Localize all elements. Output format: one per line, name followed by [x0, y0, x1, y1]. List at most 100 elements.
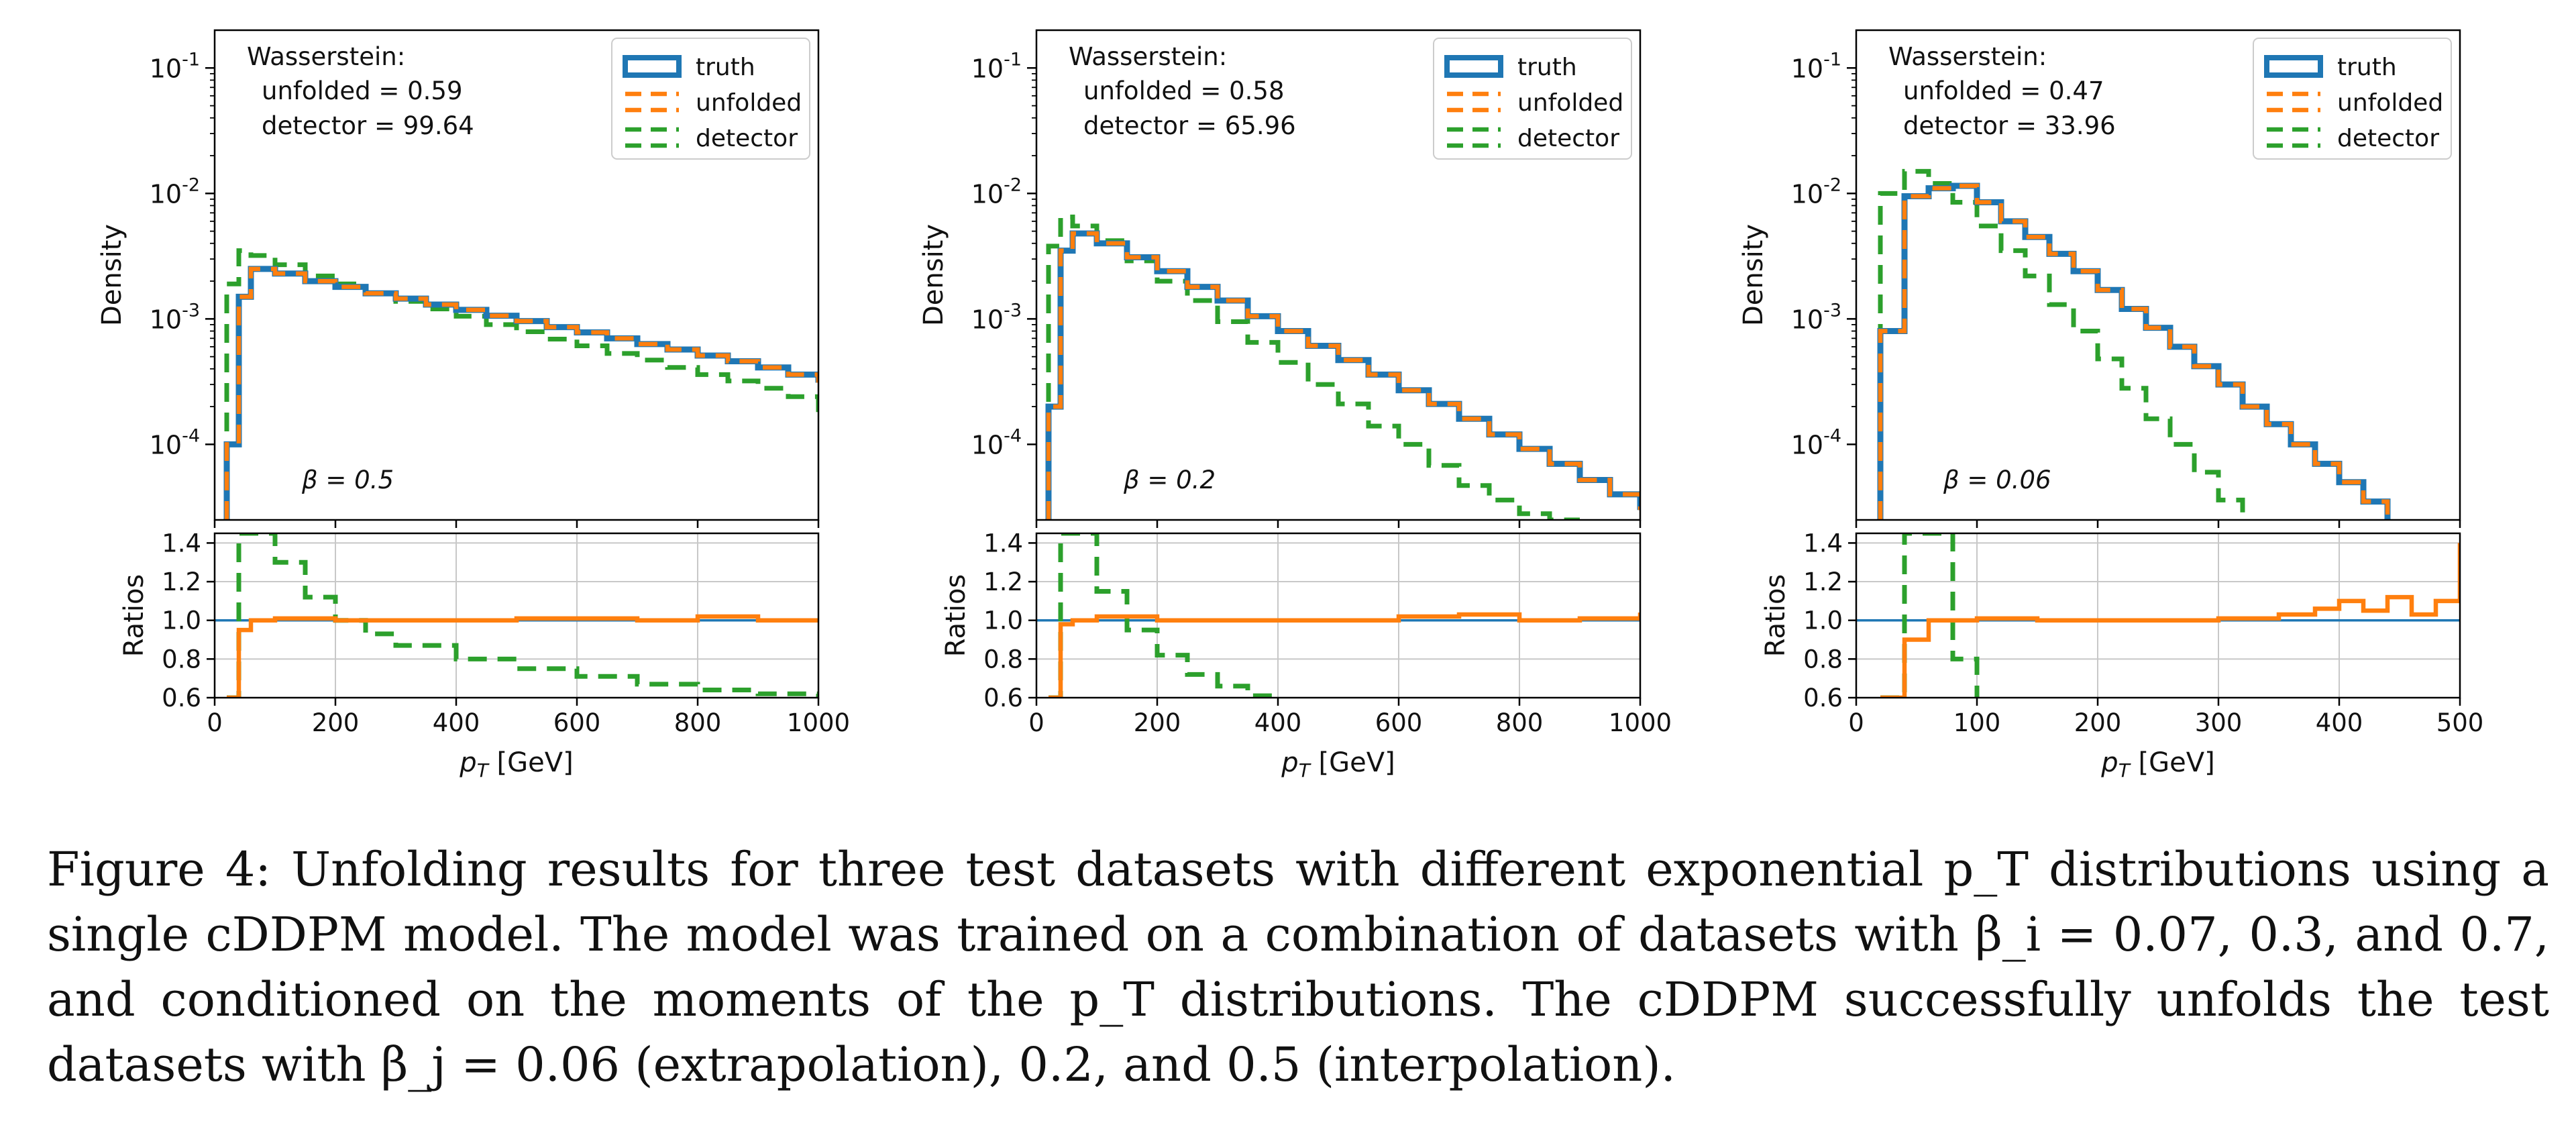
ratio-frame	[213, 532, 820, 699]
figure: 10-4 10-3 10-2 10-1 Density Wasserstein: unfol…	[97, 29, 2483, 782]
panel-right: 10-4 10-3 10-2 10-1 Density Wasserstein: unfol…	[1738, 29, 2483, 782]
x-tick-label: 200	[1134, 708, 1181, 737]
y-tick-label: 10-3	[971, 300, 1022, 334]
x-tick-label: 400	[1254, 708, 1302, 737]
histograms	[1877, 168, 2391, 520]
ratio-y-tick-label: 1.2	[162, 568, 201, 596]
ratio-curves	[1880, 533, 2460, 698]
plot-frame	[1035, 29, 1642, 521]
legend-swatch-truth	[623, 55, 682, 78]
ratio-plot: 0.6 0.8 1.0 1.2 1.4 0 200 400 600 800 1000 Ratios pT…	[941, 529, 1672, 782]
x-tick-label: 0	[1028, 708, 1044, 737]
x-tick-label: 200	[2074, 708, 2122, 737]
ratio-y-tick-label: 1.0	[162, 606, 201, 635]
wasserstein-title: Wasserstein:	[247, 42, 405, 71]
x-tick-label: 500	[2436, 708, 2484, 737]
legend-swatch-truth	[2264, 55, 2323, 78]
wasserstein-unfolded: unfolded = 0.59	[262, 76, 463, 105]
legend-label-unfolded: unfolded	[2337, 89, 2443, 117]
ratio-frame	[1855, 532, 2461, 699]
legend-label-truth: truth	[1517, 54, 1577, 81]
ratio-y-tick-label: 0.8	[162, 645, 201, 674]
ratio-y-tick-label: 1.0	[1803, 606, 1843, 635]
detector-histogram	[1878, 168, 2245, 520]
x-tick-label: 200	[312, 708, 360, 737]
y-axis-label: Density	[1738, 224, 1769, 326]
panel-left: 10-4 10-3 10-2 10-1 Density Wasserstein: unfol…	[97, 29, 850, 782]
plot-frame	[213, 29, 820, 521]
y-tick-label: 10-2	[971, 174, 1022, 209]
density-plot: 10-4 10-3 10-2 10-1 Density Wasserstein: unfol…	[97, 29, 820, 528]
wasserstein-detector: detector = 99.64	[262, 111, 474, 140]
y-tick-label: 10-1	[1791, 49, 1841, 83]
x-axis-label: pT [GeV]	[459, 747, 573, 782]
ratio-y-tick-label: 0.8	[983, 645, 1023, 674]
legend-label-truth: truth	[696, 54, 755, 81]
legend: truth unfolded detector	[611, 38, 810, 160]
legend: truth unfolded detector	[2253, 38, 2452, 160]
ratio-frame	[1035, 532, 1642, 699]
x-tick-label: 800	[1496, 708, 1544, 737]
unfolded-histogram	[1878, 183, 2390, 520]
x-tick-label: 1000	[787, 708, 850, 737]
ratio-plot: 0.6 0.8 1.0 1.2 1.4 0 100 200 300 400 500 Ratios pT …	[1760, 529, 2483, 782]
legend-label-detector: detector	[2337, 125, 2439, 152]
y-axis-label: Density	[918, 224, 949, 326]
detector-ratio	[227, 533, 818, 698]
beta-label: β = 0.2	[1123, 466, 1216, 494]
y-tick-label: 10-3	[150, 300, 200, 334]
x-axis-label: pT [GeV]	[1281, 747, 1395, 782]
x-tick-label: 400	[433, 708, 480, 737]
ratio-y-axis-label: Ratios	[119, 574, 150, 657]
panel-middle: 10-4 10-3 10-2 10-1 Density Wasserstein: unfol…	[918, 29, 1672, 782]
unfolded-ratio	[1049, 612, 1640, 698]
wasserstein-unfolded: unfolded = 0.58	[1083, 76, 1285, 105]
beta-label: β = 0.06	[1943, 466, 2051, 494]
ratio-y-axis-label: Ratios	[1760, 574, 1791, 657]
y-tick-label: 10-1	[150, 49, 200, 83]
ratio-y-tick-label: 1.4	[162, 529, 201, 557]
ratio-y-tick-label: 1.0	[983, 606, 1023, 635]
y-tick-label: 10-4	[971, 425, 1022, 460]
wasserstein-title: Wasserstein:	[1069, 42, 1227, 71]
legend-label-unfolded: unfolded	[1517, 89, 1623, 117]
x-tick-label: 800	[674, 708, 722, 737]
x-tick-label: 0	[1848, 708, 1864, 737]
ratio-curves	[1049, 533, 1640, 698]
ratio-y-tick-label: 1.4	[1803, 529, 1843, 557]
ratio-y-tick-label: 0.6	[983, 684, 1023, 712]
x-tick-label: 100	[1953, 708, 2001, 737]
detector-ratio	[1049, 533, 1281, 698]
legend-label-truth: truth	[2337, 54, 2397, 81]
x-tick-label: 600	[1375, 708, 1423, 737]
ratio-y-tick-label: 1.2	[1803, 568, 1843, 596]
legend-label-unfolded: unfolded	[696, 89, 802, 117]
x-tick-label: 300	[2195, 708, 2243, 737]
ratio-y-tick-label: 1.4	[983, 529, 1023, 557]
detector-ratio	[1880, 533, 1980, 698]
ratio-y-axis-label: Ratios	[941, 574, 971, 657]
ratio-y-tick-label: 0.6	[162, 684, 201, 712]
y-tick-label: 10-2	[150, 174, 200, 209]
wasserstein-detector: detector = 33.96	[1903, 111, 2116, 140]
x-axis-label: pT [GeV]	[2100, 747, 2214, 782]
detector-histogram	[224, 248, 818, 520]
plot-frame	[1855, 29, 2461, 521]
beta-label: β = 0.5	[301, 466, 394, 494]
legend-swatch-truth	[1444, 55, 1503, 78]
legend-label-detector: detector	[696, 125, 798, 152]
y-tick-label: 10-1	[971, 49, 1022, 83]
y-tick-label: 10-4	[150, 425, 200, 460]
y-tick-label: 10-2	[1791, 174, 1841, 209]
ratio-curves	[227, 533, 818, 698]
ratio-y-tick-label: 1.2	[983, 568, 1023, 596]
ratio-plot: 0.6 0.8 1.0 1.2 1.4 0 200 400 600 800 1000 Ratios pT…	[119, 529, 850, 782]
unfolded-ratio	[1880, 543, 2460, 698]
histograms	[223, 248, 818, 520]
figure-caption: Figure 4: Unfolding results for three te…	[47, 842, 2549, 1092]
y-tick-label: 10-3	[1791, 300, 1841, 334]
wasserstein-unfolded: unfolded = 0.47	[1903, 76, 2104, 105]
ratio-y-tick-label: 0.8	[1803, 645, 1843, 674]
density-plot: 10-4 10-3 10-2 10-1 Density Wasserstein: unfol…	[918, 29, 1642, 528]
x-tick-label: 0	[207, 708, 223, 737]
